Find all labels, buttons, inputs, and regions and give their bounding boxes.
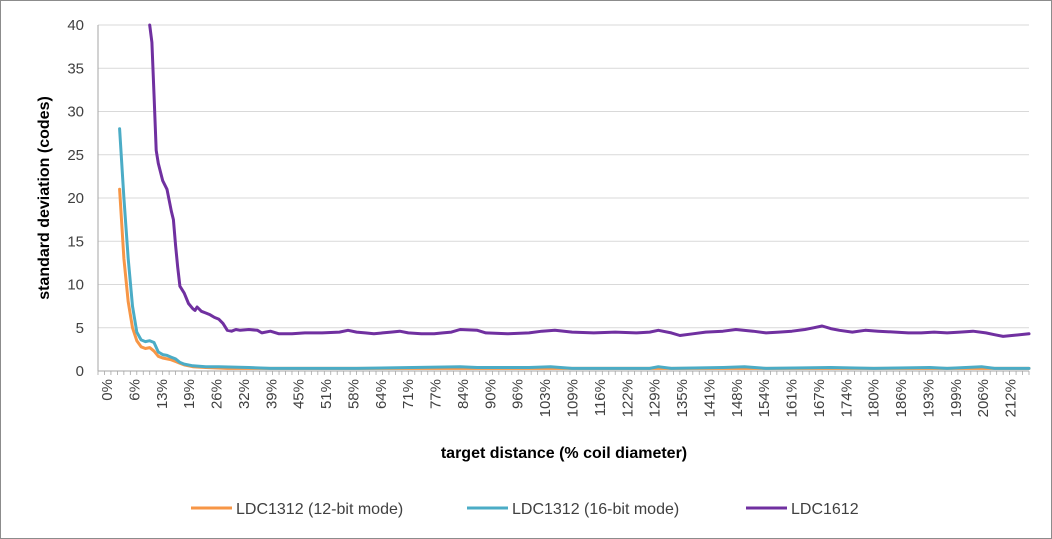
y-tick-label: 0: [76, 363, 84, 380]
x-tick-label: 84%: [455, 379, 472, 409]
series-line-1: [118, 187, 1031, 370]
series-lines: [118, 23, 1031, 370]
x-tick-label: 193%: [920, 379, 937, 417]
y-tick-label: 5: [76, 320, 84, 337]
x-tick-label: 64%: [373, 379, 390, 409]
x-tick-label: 154%: [756, 379, 773, 417]
x-tick-label: 199%: [948, 379, 965, 417]
y-tick-label: 25: [67, 147, 84, 164]
x-tick-label: 122%: [619, 379, 636, 417]
x-tick-label: 167%: [811, 379, 828, 417]
legend-label: LDC1312 (12-bit mode): [236, 501, 403, 518]
legend-label: LDC1612: [791, 501, 859, 518]
x-tick-label: 19%: [181, 379, 198, 409]
y-tick-label: 40: [67, 17, 84, 34]
x-tick-label: 71%: [400, 379, 417, 409]
x-tick-label: 186%: [893, 379, 910, 417]
x-tick-label: 51%: [318, 379, 335, 409]
x-axis: [97, 25, 1030, 375]
y-tick-label: 30: [67, 104, 84, 121]
series-line-3: [148, 23, 1031, 338]
x-tick-label: 212%: [1003, 379, 1020, 417]
gridlines: [98, 24, 1029, 329]
legend: LDC1312 (12-bit mode) LDC1312 (16-bit mod…: [191, 501, 859, 518]
x-tick-label: 39%: [263, 379, 280, 409]
x-tick-label: 180%: [866, 379, 883, 417]
y-tick-label: 35: [67, 60, 84, 77]
x-tick-label: 0%: [99, 379, 116, 401]
x-tick-label: 77%: [428, 379, 445, 409]
x-tick-label: 135%: [674, 379, 691, 417]
x-tick-label: 6%: [126, 379, 143, 401]
x-tick-label: 58%: [345, 379, 362, 409]
x-tick-label: 96%: [510, 379, 527, 409]
y-axis-title: standard deviation (codes): [36, 96, 53, 300]
legend-label: LDC1312 (16-bit mode): [512, 501, 679, 518]
x-tick-label: 90%: [482, 379, 499, 409]
y-axis-ticks: 0 5 10 15 20 25 30 35 40: [67, 17, 84, 380]
x-tick-label: 109%: [565, 379, 582, 417]
x-tick-label: 45%: [291, 379, 308, 409]
x-tick-label: 129%: [647, 379, 664, 417]
x-tick-label: 26%: [209, 379, 226, 409]
x-tick-label: 206%: [975, 379, 992, 417]
x-tick-label: 174%: [838, 379, 855, 417]
y-tick-label: 20: [67, 190, 84, 207]
x-tick-label: 161%: [784, 379, 801, 417]
x-tick-label: 116%: [592, 379, 609, 416]
x-axis-ticks: 0% 6% 13% 19% 26% 32% 39% 45% 51% 58% 64% 71% 77% 84%…: [99, 379, 1020, 417]
x-tick-label: 148%: [729, 379, 746, 417]
x-tick-label: 13%: [154, 379, 171, 409]
x-tick-label: 141%: [701, 379, 718, 417]
series-line-2: [118, 127, 1031, 370]
y-tick-label: 15: [67, 233, 84, 250]
x-tick-label: 32%: [236, 379, 253, 409]
x-axis-title: target distance (% coil diameter): [441, 445, 687, 462]
x-tick-label: 103%: [537, 379, 554, 417]
y-tick-label: 10: [67, 277, 84, 294]
